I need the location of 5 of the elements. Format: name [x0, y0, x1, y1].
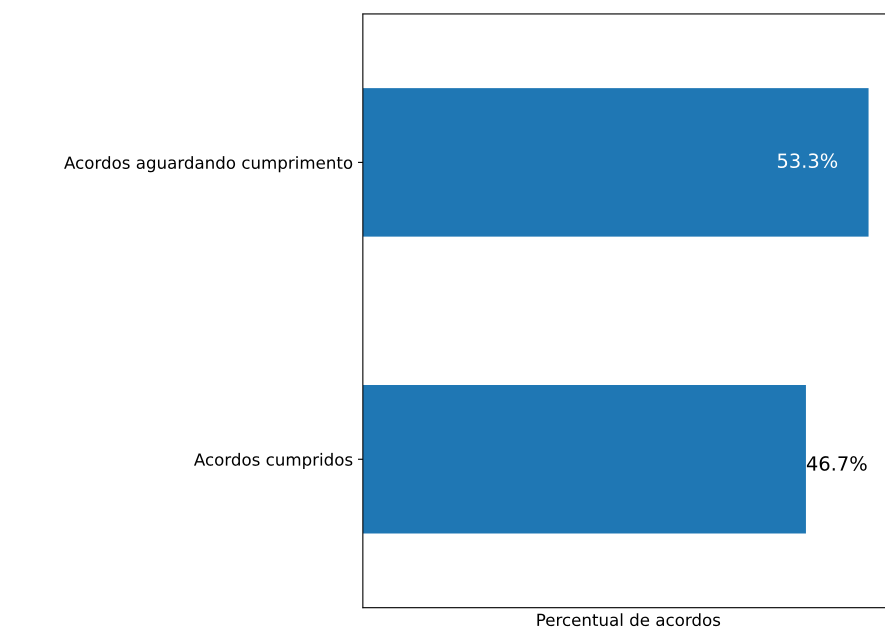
y-tick-label: Acordos aguardando cumprimento	[64, 156, 352, 172]
data-label: 53.3%	[778, 153, 838, 168]
y-tick-label: Acordos cumpridos	[194, 452, 352, 470]
data-label: 46.7%	[806, 456, 867, 471]
x-axis-title: Percentual de acordos	[537, 613, 720, 626]
